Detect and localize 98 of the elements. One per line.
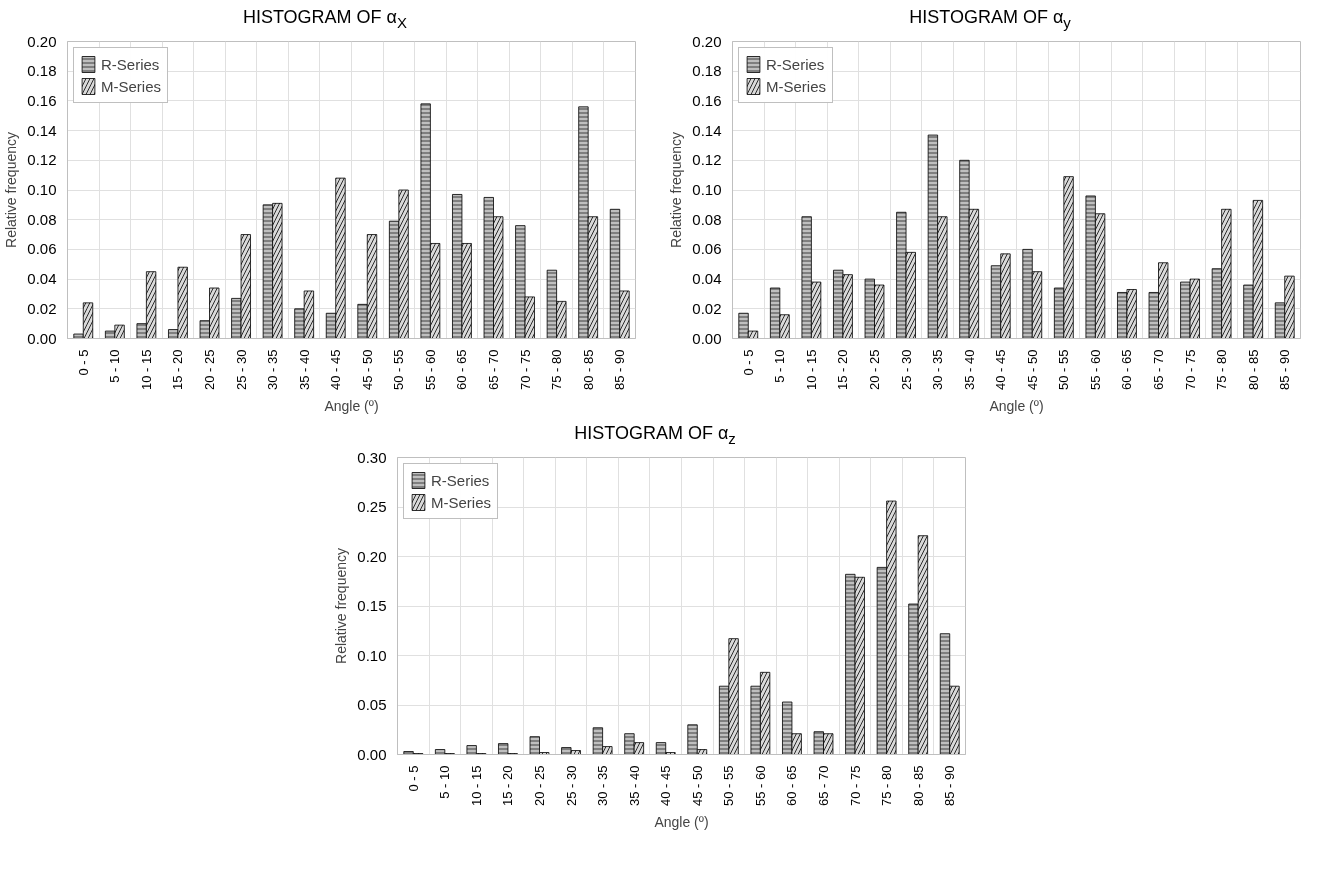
chart-title: HISTOGRAM OF α$_{X}$ xyxy=(241,6,409,33)
y-tick-label: 0.20 xyxy=(27,32,57,50)
y-tick-label: 0.18 xyxy=(27,62,57,80)
y-tick-label: 0.18 xyxy=(692,62,722,80)
x-tick-label: 5 - 10 xyxy=(437,765,453,799)
x-tick-label: 5 - 10 xyxy=(107,349,123,383)
legend-label: R-Series xyxy=(766,55,825,73)
x-tick-label: 45 - 50 xyxy=(1024,349,1040,390)
x-tick-label: 5 - 10 xyxy=(772,349,788,383)
x-tick-label: 50 - 55 xyxy=(1056,349,1072,390)
x-tick-label: 0 - 5 xyxy=(75,349,91,376)
x-tick-label: 85 - 90 xyxy=(612,349,628,390)
y-tick-label: 0.10 xyxy=(692,181,722,198)
x-tick-label: 45 - 50 xyxy=(689,765,705,806)
x-tick-label: 20 - 25 xyxy=(202,349,217,390)
chart-title: HISTOGRAM OF α$_{y}$ xyxy=(908,6,1072,33)
x-axis-title: Angle (º) xyxy=(324,397,379,414)
x-tick-label: 30 - 35 xyxy=(930,349,946,390)
x-tick-label: 25 - 30 xyxy=(233,349,249,390)
y-tick-label: 0.06 xyxy=(27,240,57,258)
y-tick-label: 0.14 xyxy=(27,121,57,139)
y-tick-label: 0.10 xyxy=(27,181,57,198)
legend-label: R-Series xyxy=(431,471,490,489)
x-tick-label: 65 - 70 xyxy=(816,765,831,806)
y-tick-label: 0.12 xyxy=(692,151,722,169)
y-tick-label: 0.04 xyxy=(692,270,722,288)
x-tick-label: 50 - 55 xyxy=(721,765,737,806)
y-tick-label: 0.14 xyxy=(692,121,722,139)
y-tick-label: 0.10 xyxy=(357,646,387,664)
y-tick-label: 0.04 xyxy=(27,270,57,288)
y-tick-label: 0.02 xyxy=(27,299,57,317)
y-tick-label: 0.06 xyxy=(692,240,722,258)
x-tick-label: 10 - 15 xyxy=(138,349,154,390)
y-tick-label: 0.20 xyxy=(357,547,387,565)
x-tick-label: 40 - 45 xyxy=(993,349,1009,390)
legend-label: M-Series xyxy=(431,493,492,511)
y-tick-label: 0.16 xyxy=(27,91,57,109)
x-tick-label: 60 - 65 xyxy=(454,349,470,390)
x-tick-label: 15 - 20 xyxy=(500,765,516,806)
x-tick-label: 30 - 35 xyxy=(595,765,611,806)
x-tick-label: 15 - 20 xyxy=(170,349,186,390)
x-tick-label: 65 - 70 xyxy=(486,349,501,390)
x-tick-label: 60 - 65 xyxy=(784,765,800,806)
y-tick-label: 0.12 xyxy=(27,151,57,169)
legend-label: M-Series xyxy=(101,77,162,95)
y-tick-label: 0.08 xyxy=(27,210,57,228)
x-tick-label: 35 - 40 xyxy=(296,349,312,390)
legend-label: R-Series xyxy=(101,55,160,73)
x-tick-label: 65 - 70 xyxy=(1151,349,1166,390)
x-tick-label: 40 - 45 xyxy=(658,765,674,806)
x-tick-label: 0 - 5 xyxy=(740,349,756,376)
y-tick-label: 0.16 xyxy=(692,91,722,109)
x-tick-label: 40 - 45 xyxy=(328,349,344,390)
x-tick-label: 55 - 60 xyxy=(752,765,768,806)
y-axis-title: Relative frequency xyxy=(333,548,350,664)
x-tick-label: 80 - 85 xyxy=(1245,349,1261,390)
x-tick-label: 75 - 80 xyxy=(549,349,565,390)
x-tick-label: 35 - 40 xyxy=(961,349,977,390)
x-tick-label: 85 - 90 xyxy=(942,765,958,806)
x-tick-label: 35 - 40 xyxy=(626,765,642,806)
y-tick-label: 0.20 xyxy=(692,32,722,50)
x-tick-label: 85 - 90 xyxy=(1277,349,1293,390)
x-tick-label: 75 - 80 xyxy=(1214,349,1230,390)
y-tick-label: 0.00 xyxy=(27,329,57,347)
y-tick-label: 0.05 xyxy=(357,696,387,713)
y-tick-label: 0.25 xyxy=(357,498,387,515)
x-tick-label: 50 - 55 xyxy=(391,349,407,390)
x-axis-title: Angle (º) xyxy=(654,813,709,830)
x-tick-label: 75 - 80 xyxy=(879,765,895,806)
y-axis-title: Relative frequency xyxy=(668,132,685,248)
x-tick-label: 25 - 30 xyxy=(563,765,579,806)
x-tick-label: 80 - 85 xyxy=(910,765,926,806)
y-tick-label: 0.15 xyxy=(357,597,387,614)
x-tick-label: 70 - 75 xyxy=(847,765,863,806)
y-tick-label: 0.00 xyxy=(357,745,387,763)
x-tick-label: 60 - 65 xyxy=(1119,349,1135,390)
x-tick-label: 55 - 60 xyxy=(422,349,438,390)
x-tick-label: 70 - 75 xyxy=(517,349,533,390)
x-tick-label: 15 - 20 xyxy=(835,349,851,390)
chart-title: HISTOGRAM OF α$_{z}$ xyxy=(573,422,737,449)
x-tick-label: 45 - 50 xyxy=(359,349,375,390)
y-tick-label: 0.08 xyxy=(692,210,722,228)
y-axis-title: Relative frequency xyxy=(3,132,20,248)
y-tick-label: 0.30 xyxy=(357,448,387,466)
x-tick-label: 25 - 30 xyxy=(898,349,914,390)
x-tick-label: 70 - 75 xyxy=(1182,349,1198,390)
x-tick-label: 10 - 15 xyxy=(468,765,484,806)
x-tick-label: 20 - 25 xyxy=(867,349,882,390)
y-tick-label: 0.02 xyxy=(692,299,722,317)
x-tick-label: 30 - 35 xyxy=(265,349,281,390)
legend-label: M-Series xyxy=(766,77,827,95)
y-tick-label: 0.00 xyxy=(692,329,722,347)
x-tick-label: 0 - 5 xyxy=(405,765,421,792)
x-tick-label: 55 - 60 xyxy=(1087,349,1103,390)
x-axis-title: Angle (º) xyxy=(989,397,1044,414)
x-tick-label: 10 - 15 xyxy=(803,349,819,390)
x-tick-label: 20 - 25 xyxy=(532,765,547,806)
x-tick-label: 80 - 85 xyxy=(580,349,596,390)
